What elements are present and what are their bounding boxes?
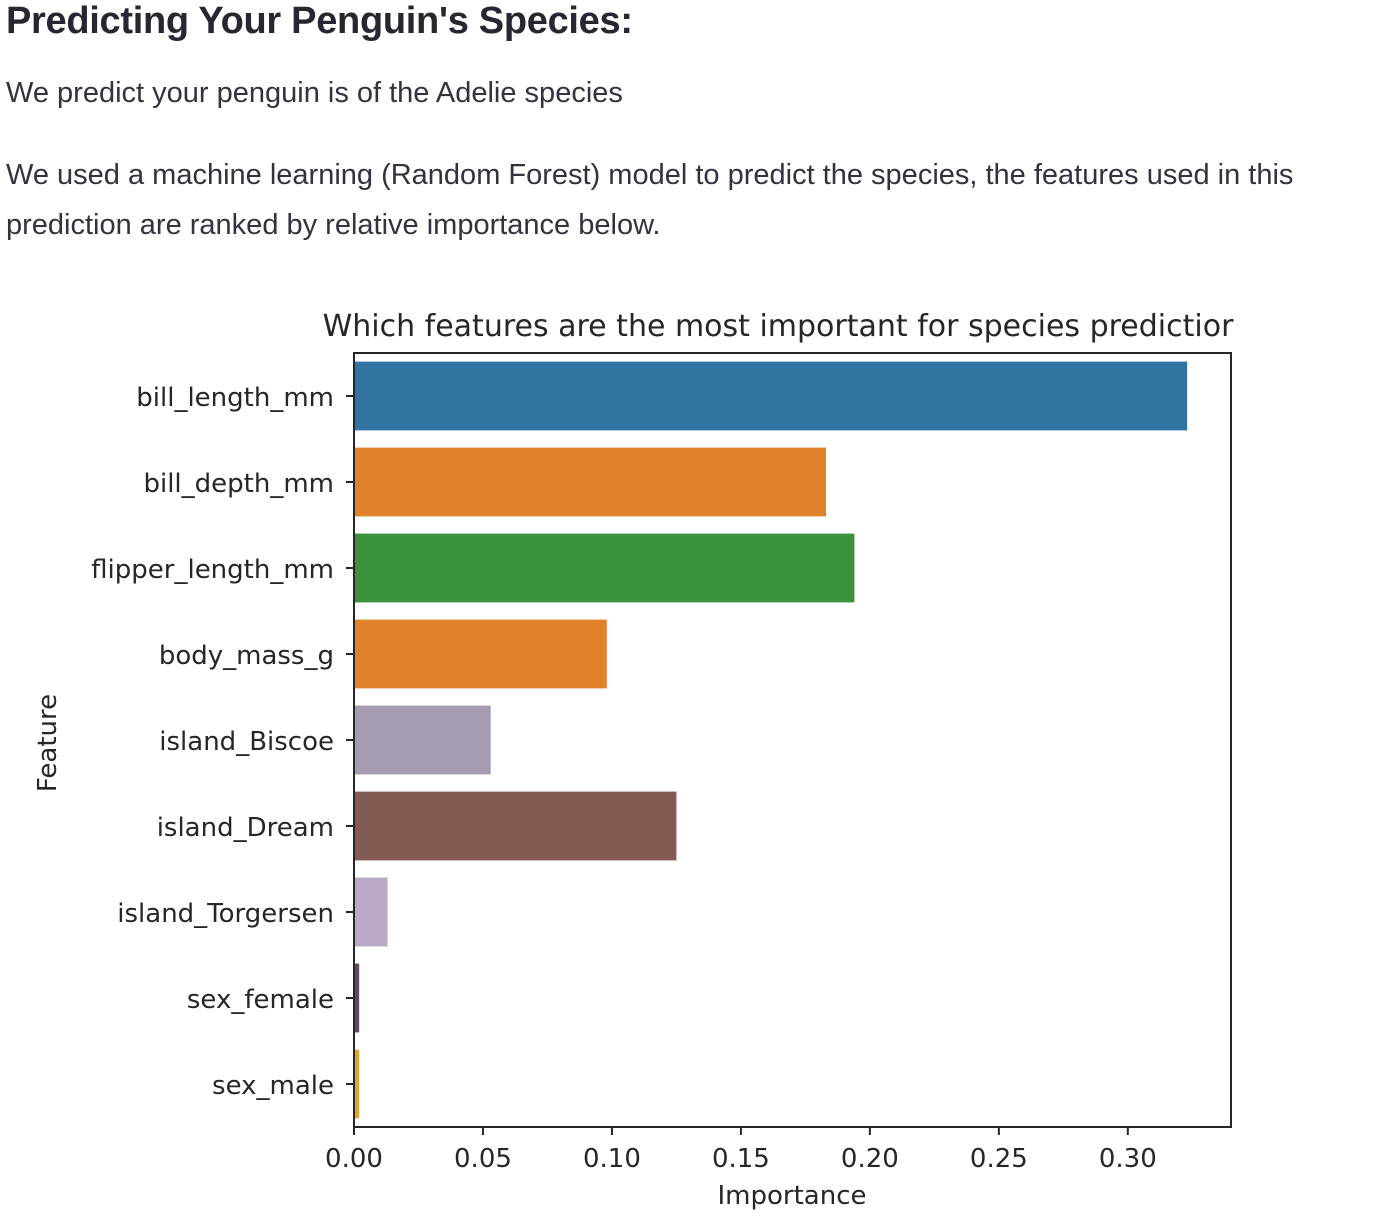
bar-bill_length_mm	[354, 361, 1188, 431]
prediction-text: We predict your penguin is of the Adelie…	[6, 77, 623, 109]
x-tick-label: 0.20	[841, 1144, 899, 1174]
x-tick-label: 0.05	[454, 1144, 512, 1174]
page-heading: Predicting Your Penguin's Species:	[6, 0, 633, 42]
bar-bill_depth_mm	[354, 447, 827, 517]
y-axis: bill_length_mm bill_depth_mm flipper_lengt…	[91, 383, 354, 1101]
y-tick-label: island_Biscoe	[159, 727, 334, 757]
y-tick-label: bill_depth_mm	[143, 469, 334, 499]
y-tick-label: sex_male	[212, 1071, 334, 1101]
y-tick-label: sex_female	[187, 985, 334, 1015]
x-tick-label: 0.15	[712, 1144, 770, 1174]
x-axis: 0.00 0.05 0.10 0.15 0.20 0.25 0.30	[325, 1127, 1157, 1174]
y-tick-label: island_Dream	[157, 813, 334, 843]
bar-sex_male	[354, 1049, 360, 1119]
y-axis-label: Feature	[33, 694, 63, 792]
plot-frame	[353, 352, 1232, 1128]
bar-sex_female	[354, 963, 360, 1033]
bar-island_Dream	[354, 791, 677, 861]
y-tick-label: island_Torgersen	[117, 899, 334, 929]
x-tick-label: 0.10	[583, 1144, 641, 1174]
bar-island_Biscoe	[354, 705, 491, 775]
y-tick-label: bill_length_mm	[136, 383, 334, 413]
x-axis-label: Importance	[718, 1181, 867, 1211]
bar-flipper_length_mm	[354, 533, 855, 603]
chart-title: Which features are the most important fo…	[323, 309, 1234, 344]
y-tick-label: body_mass_g	[159, 641, 334, 671]
feature-importance-chart: Which features are the most important fo…	[33, 309, 1234, 1211]
bar-body_mass_g	[354, 619, 607, 689]
y-tick-label: flipper_length_mm	[91, 555, 334, 585]
bars-group	[354, 361, 1188, 1119]
x-tick-label: 0.30	[1099, 1144, 1157, 1174]
bar-island_Torgersen	[354, 877, 388, 947]
x-tick-label: 0.00	[325, 1144, 383, 1174]
x-tick-label: 0.25	[970, 1144, 1028, 1174]
description-text: We used a machine learning (Random Fores…	[6, 159, 1294, 241]
